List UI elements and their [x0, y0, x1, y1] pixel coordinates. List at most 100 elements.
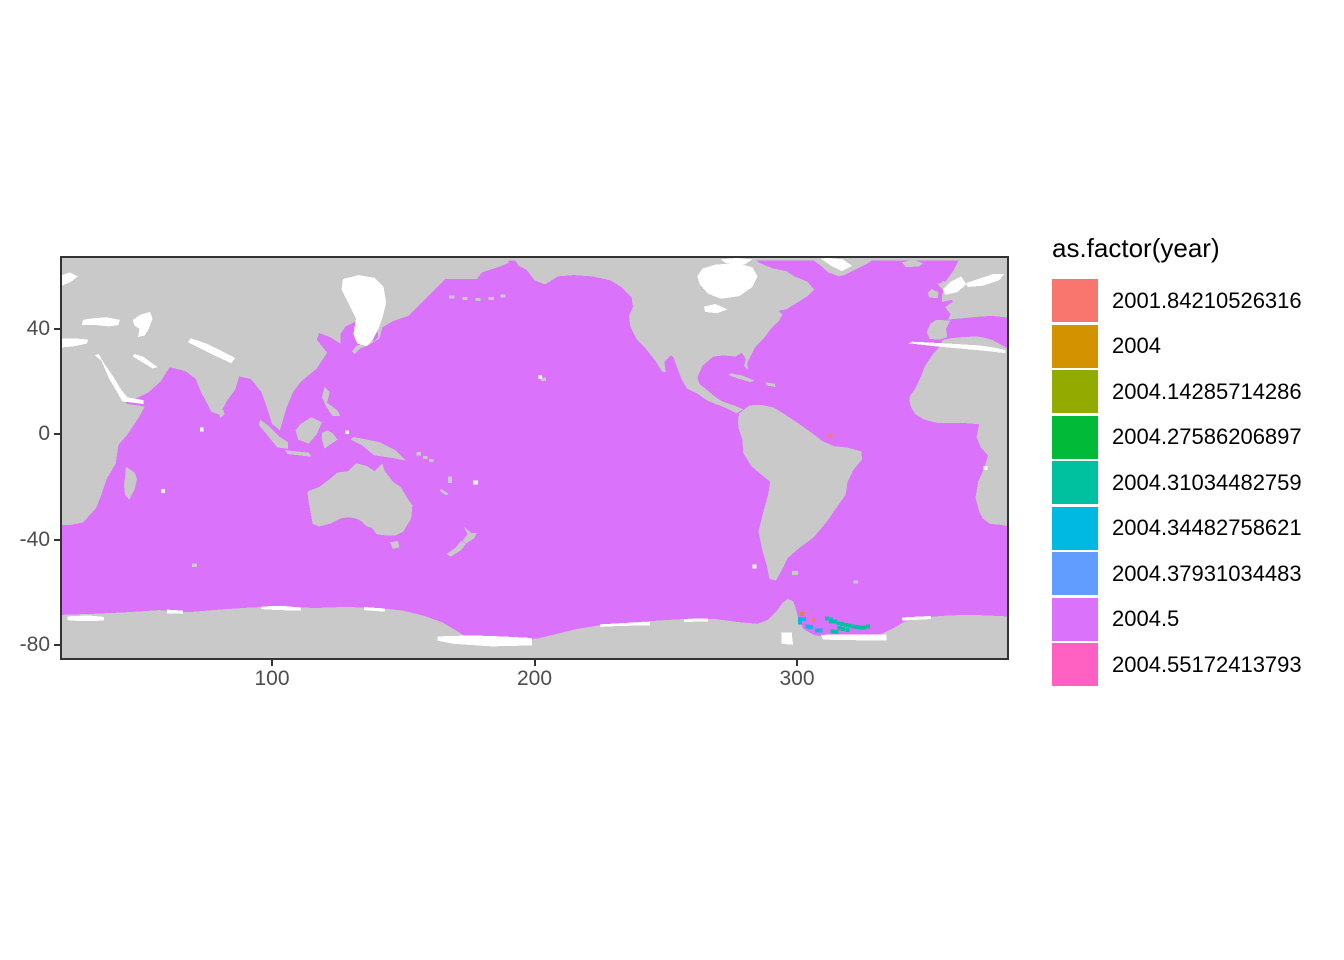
land-philippines	[321, 386, 341, 416]
y-axis-label: 0	[38, 422, 50, 446]
legend-item: 2004.5	[1052, 597, 1342, 641]
legend-key-swatch	[1052, 279, 1098, 322]
missing-coast2	[167, 609, 183, 614]
land-north_america	[513, 258, 815, 414]
raster-cell-anomaly	[828, 433, 833, 438]
land-ireland	[927, 289, 939, 298]
land-cuba	[729, 373, 755, 383]
legend-label: 2004.34482758621	[1112, 515, 1302, 540]
land-australia	[307, 463, 413, 536]
legend-label: 2004.14285714286	[1112, 378, 1302, 404]
raster-cell-anomaly	[836, 621, 841, 626]
y-axis-label: -40	[19, 527, 50, 551]
raster-cell-anomaly	[818, 628, 823, 633]
y-axis-tick	[54, 433, 62, 436]
legend-key-swatch	[1052, 324, 1098, 368]
legend-label: 2004.31034482759	[1112, 469, 1302, 495]
raster-cell-anomaly	[824, 616, 829, 621]
world-map-raster	[62, 258, 1007, 658]
x-axis-label: 300	[779, 667, 815, 690]
missing-coast5	[600, 621, 650, 627]
land-new_caledonia	[439, 489, 449, 496]
missing-cell	[538, 375, 543, 379]
land-nz_north	[462, 526, 477, 544]
legend-key-swatch	[1052, 370, 1098, 413]
land-sulawesi	[321, 430, 338, 449]
legend-key-swatch	[1052, 597, 1098, 641]
raster-cell-anomaly	[837, 626, 842, 630]
missing-peninsula_west	[781, 632, 794, 645]
y-axis-tick	[54, 538, 62, 541]
missing-baltic_right	[966, 273, 1005, 287]
land-eurasia_africa_east	[62, 258, 509, 526]
raster-cell-anomaly	[843, 622, 848, 627]
land-new_guinea	[350, 436, 406, 461]
land-java	[285, 450, 312, 457]
x-axis-tick	[533, 658, 536, 666]
legend-label: 2004.5	[1112, 606, 1180, 631]
x-axis-tick	[796, 658, 798, 666]
legend-items: 2001.84210526316 2004 2004.14285714286 2004…	[1052, 279, 1342, 686]
land-islet	[853, 580, 859, 584]
land-islet	[541, 377, 546, 381]
raster-cell-anomaly	[798, 617, 803, 622]
missing-coast7	[902, 615, 931, 621]
missing-cell	[161, 489, 166, 493]
x-axis-tick	[271, 658, 273, 666]
raster-cell-anomaly	[851, 624, 856, 629]
raster-cell-anomaly	[847, 623, 852, 628]
raster-cell-anomaly	[834, 630, 839, 635]
raster-cell-anomaly	[811, 617, 816, 622]
missing-himalaya	[188, 338, 236, 364]
missing-okhotsk_japan_sea	[341, 275, 387, 347]
raster-cell-anomaly	[809, 624, 814, 629]
missing-hudson_bay	[697, 263, 758, 299]
raster-cell-anomaly	[845, 628, 850, 633]
legend-item: 2004.27586206897	[1052, 415, 1342, 459]
land-islet	[191, 563, 198, 567]
legend-title: as.factor(year)	[1052, 233, 1220, 263]
missing-north_sea	[942, 276, 967, 295]
legend-item: 2001.84210526316	[1052, 279, 1342, 322]
missing-coast3	[261, 605, 301, 611]
missing-red_sea_aden	[94, 354, 144, 405]
land-antarctica	[62, 599, 1007, 658]
legend-key-swatch	[1052, 461, 1098, 504]
legend-key-swatch	[1052, 506, 1098, 550]
land-sumatra	[258, 419, 288, 449]
land-islet	[428, 459, 434, 463]
land-islet	[449, 295, 455, 299]
legend-label: 2001.84210526316	[1112, 287, 1302, 313]
raster-cell-anomaly	[814, 628, 819, 633]
missing-ronne_shelf	[820, 634, 887, 641]
legend-key-swatch	[1052, 643, 1098, 686]
raster-cell-anomaly	[832, 619, 837, 624]
missing-cell	[472, 480, 479, 485]
raster-cell-anomaly	[800, 612, 805, 617]
missing-cell	[983, 465, 988, 470]
missing-cell	[752, 564, 757, 569]
land-africa_west	[909, 336, 1007, 526]
missing-caspian	[132, 311, 153, 337]
legend-key-swatch	[1052, 552, 1098, 595]
missing-coast1	[67, 615, 104, 622]
x-axis-label: 200	[516, 667, 553, 690]
y-axis-tick	[54, 328, 62, 331]
raster-cell-anomaly	[840, 622, 845, 627]
legend-item: 2004.34482758621	[1052, 506, 1342, 550]
y-axis-tick	[54, 643, 62, 646]
raster-cell-anomaly	[854, 624, 859, 629]
land-nz_south	[446, 540, 467, 557]
missing-baltic_left	[62, 272, 78, 286]
land-islet	[500, 294, 506, 298]
raster-cell-anomaly	[829, 617, 834, 622]
land-islet	[422, 455, 428, 460]
legend-label: 2004.27586206897	[1112, 424, 1302, 449]
missing-coast6	[684, 618, 708, 622]
missing-med_right	[908, 341, 1006, 354]
raster-cell-anomaly	[798, 620, 803, 625]
missing-ross_shelf	[437, 635, 532, 647]
missing-cell	[199, 427, 204, 432]
land-tasmania	[390, 540, 400, 549]
